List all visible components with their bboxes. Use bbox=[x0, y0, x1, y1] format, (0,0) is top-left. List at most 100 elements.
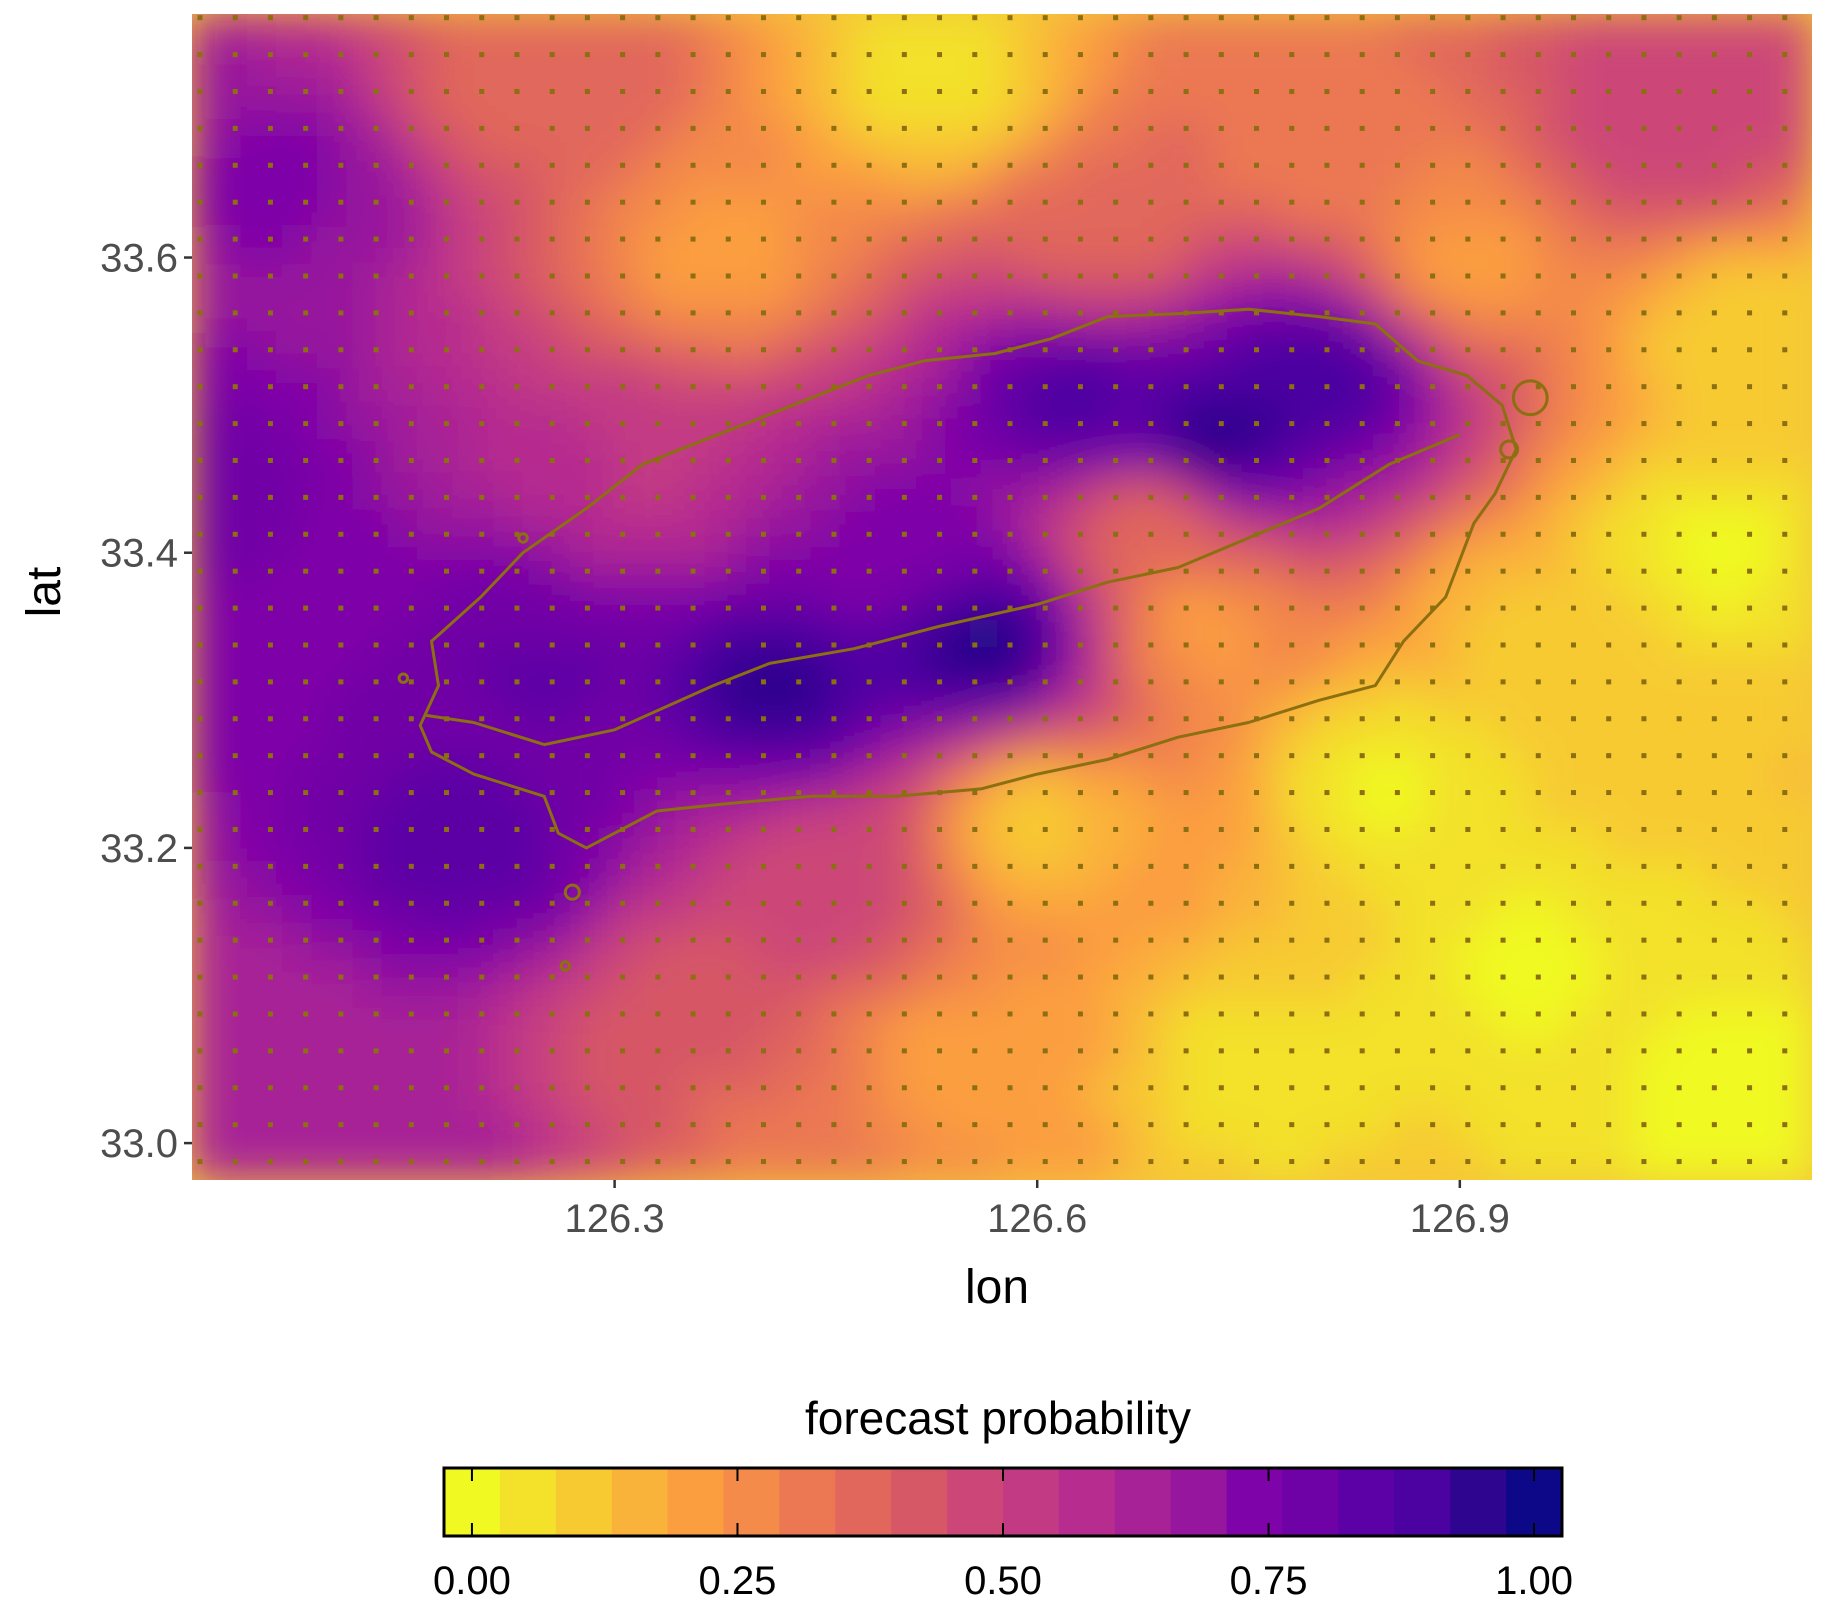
field-cell bbox=[402, 83, 440, 121]
field-cell bbox=[472, 83, 510, 121]
field-cell bbox=[331, 472, 370, 510]
field-cell bbox=[367, 83, 405, 121]
grid-point bbox=[549, 716, 555, 722]
grid-point bbox=[514, 826, 520, 832]
grid-point bbox=[796, 753, 802, 759]
grid-point bbox=[1782, 1011, 1788, 1017]
field-cell bbox=[754, 825, 792, 863]
grid-point bbox=[1535, 900, 1541, 906]
field-cell bbox=[860, 83, 898, 121]
legend-tick-label: 1.00 bbox=[1495, 1559, 1573, 1603]
grid-point bbox=[1183, 457, 1189, 463]
field-cell bbox=[578, 14, 616, 51]
grid-point bbox=[408, 826, 414, 832]
field-cell bbox=[402, 578, 440, 616]
grid-point bbox=[338, 310, 344, 316]
grid-point bbox=[1711, 494, 1717, 500]
grid-point bbox=[444, 162, 450, 168]
grid-point bbox=[760, 347, 766, 353]
field-cell bbox=[1001, 967, 1039, 1005]
field-cell bbox=[719, 931, 757, 969]
grid-point bbox=[1500, 162, 1506, 168]
field-cell bbox=[367, 225, 405, 263]
grid-point bbox=[303, 52, 309, 58]
field-cell bbox=[1458, 755, 1497, 793]
grid-point bbox=[1289, 457, 1295, 463]
field-cell bbox=[1705, 684, 1743, 722]
field-cell bbox=[1423, 931, 1461, 969]
grid-point bbox=[584, 974, 590, 980]
field-cell bbox=[860, 825, 898, 863]
field-cell bbox=[1106, 719, 1144, 757]
grid-point bbox=[1711, 937, 1717, 943]
field-cell bbox=[1670, 931, 1708, 969]
field-cell bbox=[613, 119, 651, 157]
field-cell bbox=[507, 260, 546, 298]
field-cell bbox=[1599, 755, 1637, 793]
grid-point bbox=[1641, 1048, 1647, 1054]
grid-point bbox=[1394, 937, 1400, 943]
grid-point bbox=[1747, 384, 1753, 390]
grid-point bbox=[303, 347, 309, 353]
field-cell bbox=[1775, 14, 1812, 51]
field-cell bbox=[402, 755, 440, 793]
grid-point bbox=[1113, 494, 1119, 500]
field-cell bbox=[472, 119, 510, 157]
field-cell bbox=[1670, 684, 1708, 722]
field-cell bbox=[1141, 896, 1180, 934]
field-cell bbox=[930, 1073, 968, 1111]
field-cell bbox=[192, 225, 229, 263]
grid-point bbox=[937, 790, 943, 796]
field-cell bbox=[1670, 1108, 1708, 1146]
field-cell bbox=[192, 578, 229, 616]
grid-point bbox=[690, 273, 696, 279]
field-cell bbox=[648, 1108, 687, 1146]
grid-point bbox=[1570, 125, 1576, 131]
grid-point bbox=[1218, 753, 1224, 759]
field-cell bbox=[331, 790, 370, 828]
field-cell bbox=[824, 189, 863, 227]
field-cell bbox=[1212, 649, 1250, 687]
field-cell bbox=[684, 437, 722, 475]
field-cell bbox=[578, 154, 616, 192]
field-cell bbox=[437, 331, 475, 369]
grid-point bbox=[1606, 863, 1612, 869]
grid-point bbox=[1113, 88, 1119, 94]
field-cell bbox=[226, 1108, 264, 1146]
field-cell bbox=[1529, 14, 1567, 51]
grid-point bbox=[1641, 679, 1647, 685]
legend-color-bin bbox=[499, 1468, 557, 1536]
field-cell bbox=[1634, 790, 1673, 828]
field-cell bbox=[261, 790, 299, 828]
grid-point bbox=[1218, 531, 1224, 537]
field-cell bbox=[1388, 825, 1426, 863]
grid-point bbox=[866, 1159, 872, 1165]
grid-point bbox=[1641, 199, 1647, 205]
grid-point bbox=[1641, 605, 1647, 611]
grid-point bbox=[514, 384, 520, 390]
field-cell bbox=[1529, 755, 1567, 793]
field-cell bbox=[543, 189, 581, 227]
grid-point bbox=[1042, 199, 1048, 205]
field-cell bbox=[1212, 260, 1250, 298]
field-cell bbox=[930, 437, 968, 475]
grid-point bbox=[725, 531, 731, 537]
grid-point bbox=[408, 162, 414, 168]
grid-point bbox=[1183, 162, 1189, 168]
field-cell bbox=[613, 1143, 651, 1180]
grid-point bbox=[408, 310, 414, 316]
field-cell bbox=[1423, 189, 1461, 227]
field-cell bbox=[1071, 543, 1109, 581]
grid-point bbox=[1711, 900, 1717, 906]
grid-point bbox=[1394, 1085, 1400, 1091]
field-cell bbox=[1423, 1143, 1461, 1180]
grid-point bbox=[232, 1048, 238, 1054]
grid-point bbox=[1465, 1048, 1471, 1054]
field-cell bbox=[1494, 684, 1532, 722]
field-cell bbox=[1740, 543, 1778, 581]
field-cell bbox=[895, 119, 933, 157]
field-cell bbox=[261, 83, 299, 121]
grid-point bbox=[901, 642, 907, 648]
field-cell bbox=[1740, 1108, 1778, 1146]
field-cell bbox=[507, 578, 546, 616]
